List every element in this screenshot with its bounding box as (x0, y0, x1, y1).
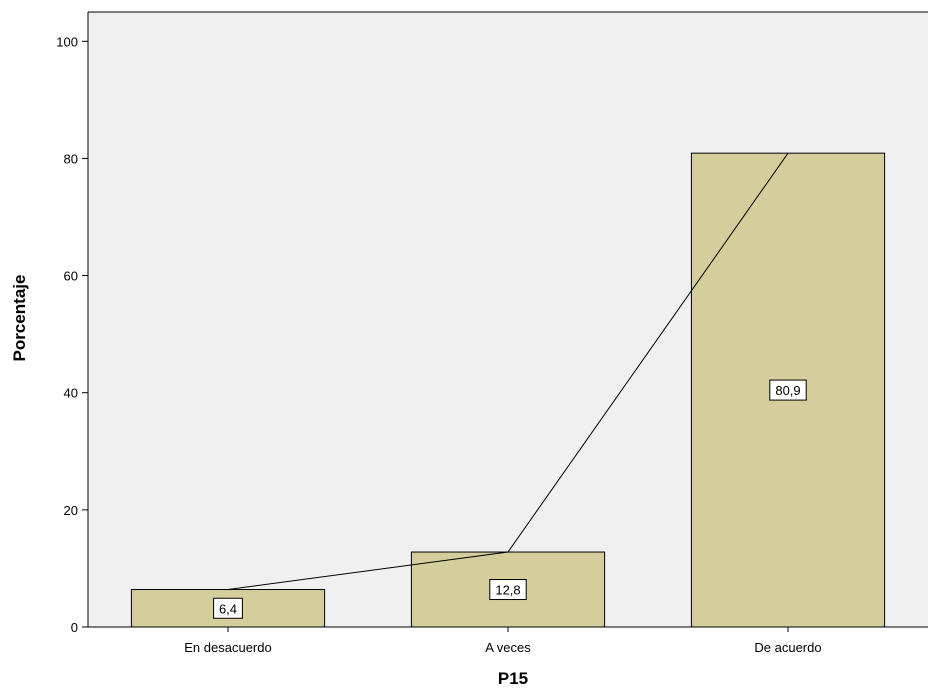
y-tick-label-2: 40 (64, 386, 78, 401)
data-label-box-2 (769, 379, 807, 401)
y-tick-label-1: 20 (64, 503, 78, 518)
x-tick-label-0: En desacuerdo (184, 640, 271, 655)
y-tick-label-0: 0 (71, 620, 78, 635)
y-tick-label-3: 60 (64, 269, 78, 284)
data-labels-group: 6,4 12,8 80,9 (213, 379, 807, 619)
trend-line (227, 152, 789, 591)
y-tick-label-4: 80 (64, 151, 78, 166)
data-label-1: 12,8 (495, 583, 520, 598)
y-axis: 0 20 40 60 80 100 (56, 11, 928, 635)
data-label-box-0 (213, 597, 243, 619)
x-axis-title: P15 (498, 669, 528, 688)
data-label-2: 80,9 (775, 383, 800, 398)
x-tick-label-2: De acuerdo (754, 640, 821, 655)
x-tick-label-1: A veces (485, 640, 531, 655)
x-axis: En desacuerdo A veces De acuerdo (88, 626, 928, 655)
data-label-0: 6,4 (219, 601, 237, 616)
y-tick-label-5: 100 (56, 34, 78, 49)
data-label-box-1 (489, 579, 527, 601)
y-axis-title: Porcentaje (10, 275, 29, 362)
